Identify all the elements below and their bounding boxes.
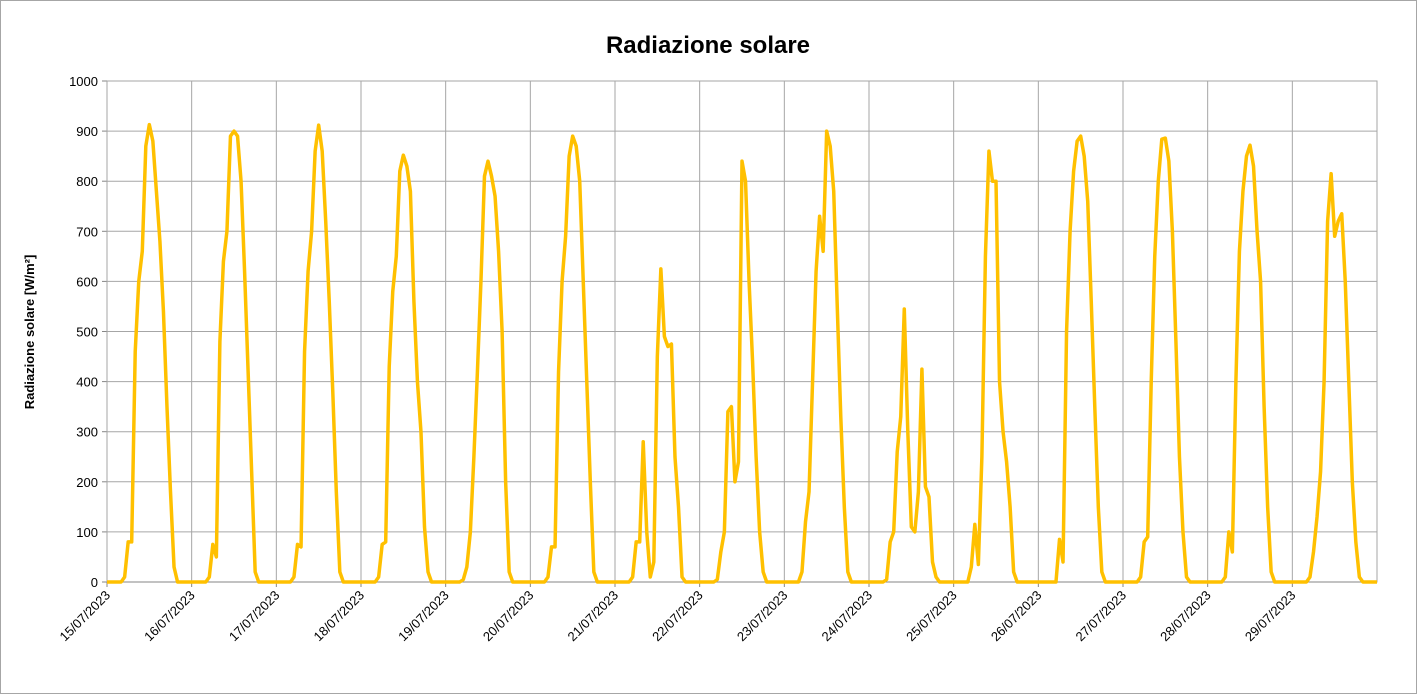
- y-tick-label: 0: [91, 575, 98, 590]
- y-tick-label: 100: [76, 525, 98, 540]
- chart-title: Radiazione solare: [606, 32, 810, 59]
- y-axis-label: Radiazione solare [W/m²]: [22, 255, 37, 410]
- y-tick-label: 600: [76, 274, 98, 289]
- y-tick-label: 400: [76, 375, 98, 390]
- y-tick-label: 700: [76, 224, 98, 239]
- y-tick-label: 200: [76, 475, 98, 490]
- y-tick-label: 800: [76, 174, 98, 189]
- y-tick-label: 1000: [69, 74, 98, 89]
- data-line: [107, 122, 1377, 584]
- y-tick-label: 300: [76, 425, 98, 440]
- y-tick-label: 500: [76, 325, 98, 340]
- y-tick-label: 900: [76, 124, 98, 139]
